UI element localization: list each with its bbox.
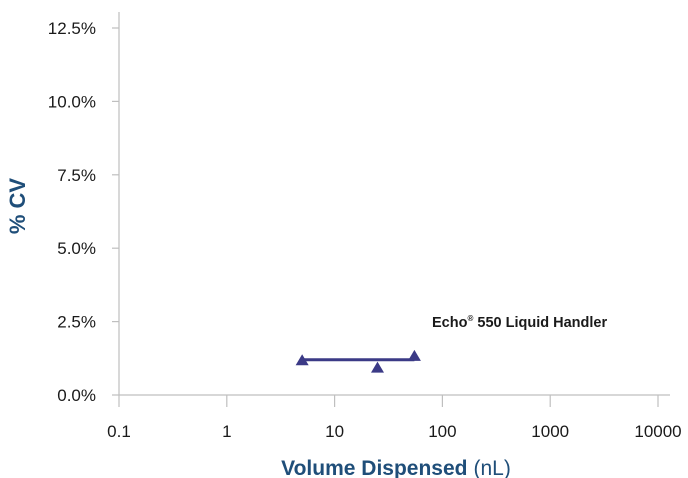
x-tick-label: 10 [325, 422, 344, 441]
series-label-main: Echo [432, 315, 468, 331]
x-axis-label-main: Volume Dispensed [281, 457, 467, 478]
y-axis-label: % CV [5, 178, 30, 235]
x-ticks: 0.1 1 10 100 1000 10000 [107, 395, 682, 441]
data-point-triangle [295, 354, 309, 366]
y-tick-label: 7.5% [57, 166, 96, 185]
series-label-superscript: ® [467, 314, 473, 323]
x-tick-label: 1 [222, 422, 231, 441]
x-tick-label: 10000 [634, 422, 681, 441]
y-tick-label: 10.0% [48, 92, 96, 111]
axes [118, 12, 670, 396]
series-label: Echo® 550 Liquid Handler [432, 314, 607, 331]
series-label-rest: 550 Liquid Handler [473, 315, 607, 331]
y-tick-label: 0.0% [57, 386, 96, 405]
series [295, 349, 421, 373]
data-point-triangle [407, 349, 421, 361]
x-tick-label: 1000 [531, 422, 569, 441]
y-tick-label: 5.0% [57, 239, 96, 258]
x-tick-label: 100 [428, 422, 456, 441]
y-tick-label: 12.5% [48, 19, 96, 38]
x-axis-label: Volume Dispensed (nL) [281, 457, 511, 478]
x-axis-label-unit: (nL) [473, 457, 510, 478]
data-point-triangle [370, 361, 384, 373]
y-ticks: 0.0% 2.5% 5.0% 7.5% 10.0% 12.5% [48, 19, 119, 405]
x-tick-label: 0.1 [107, 422, 131, 441]
y-tick-label: 2.5% [57, 313, 96, 332]
